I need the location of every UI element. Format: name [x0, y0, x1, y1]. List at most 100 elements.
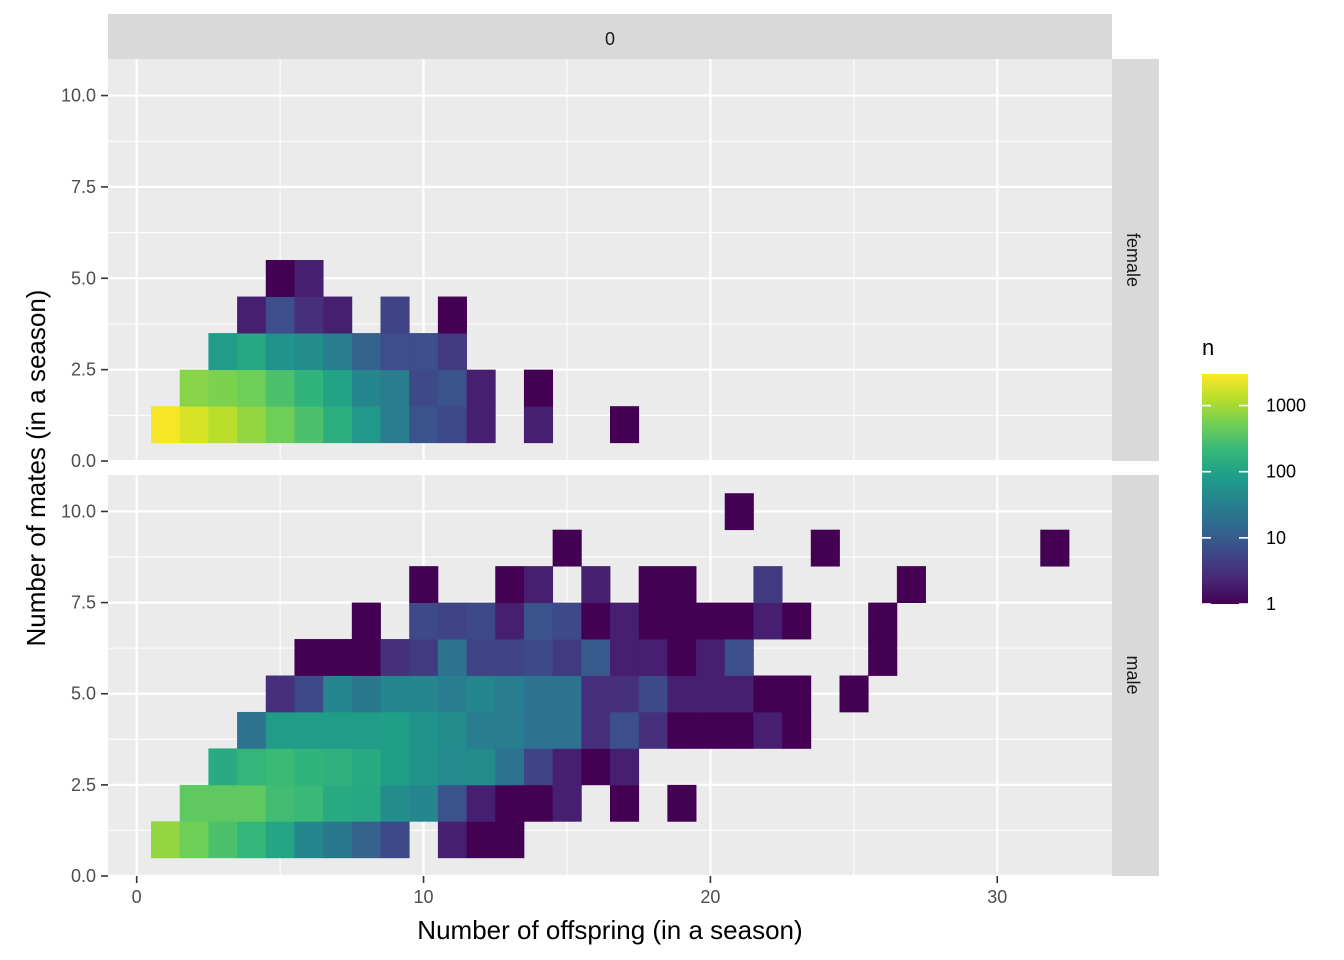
- heatmap-cell: [237, 406, 267, 444]
- heatmap-cell: [409, 711, 439, 749]
- heatmap-cell: [610, 406, 640, 444]
- row-strip-female-label: female: [1123, 233, 1143, 287]
- heatmap-cell: [351, 602, 381, 640]
- heatmap-cell: [437, 333, 467, 371]
- heatmap-cell: [265, 260, 295, 297]
- heatmap-cell: [896, 566, 926, 603]
- heatmap-cell: [409, 369, 439, 407]
- heatmap-cell: [753, 675, 783, 713]
- heatmap-cell: [495, 784, 525, 822]
- heatmap-cell: [552, 602, 582, 640]
- heatmap-cell: [724, 602, 754, 640]
- y-tick-label: 10.0: [61, 501, 96, 521]
- heatmap-cell: [409, 566, 439, 603]
- heatmap-cell: [380, 333, 410, 371]
- heatmap-cell: [208, 821, 238, 859]
- heatmap-cell: [265, 784, 295, 822]
- heatmap-cell: [237, 748, 267, 786]
- heatmap-cell: [323, 784, 353, 822]
- heatmap-cell: [523, 711, 554, 749]
- heatmap-cell: [552, 529, 582, 567]
- heatmap-cell: [294, 369, 324, 407]
- row-strip-male-background: [1112, 475, 1159, 876]
- column-strip: 0: [108, 14, 1112, 59]
- heatmap-cell: [265, 748, 295, 786]
- heatmap-cell: [323, 296, 353, 334]
- heatmap-cell: [552, 639, 582, 676]
- heatmap-cell: [667, 675, 697, 713]
- heatmap-cell: [380, 406, 410, 444]
- heatmap-cell: [294, 296, 324, 334]
- x-axis: 0 10 20 30: [132, 876, 1007, 907]
- heatmap-cell: [523, 784, 554, 822]
- heatmap-cell: [753, 602, 783, 640]
- heatmap-cell: [523, 675, 554, 713]
- row-strip-male: male: [1112, 475, 1159, 876]
- heatmap-cell: [724, 711, 754, 749]
- heatmap-cell: [294, 406, 324, 444]
- heatmap-cell: [495, 639, 525, 676]
- heatmap-cell: [610, 639, 640, 676]
- heatmap-cell: [323, 748, 353, 786]
- heatmap-cell: [323, 369, 353, 407]
- heatmap-cell: [667, 602, 697, 640]
- heatmap-cell: [351, 711, 381, 749]
- heatmap-cell: [437, 602, 467, 640]
- heatmap-cell: [466, 602, 496, 640]
- heatmap-cell: [552, 675, 582, 713]
- column-strip-background: [108, 14, 1112, 59]
- heatmap-cell: [495, 711, 525, 749]
- heatmap-cell: [208, 406, 238, 444]
- heatmap-cell: [265, 675, 295, 713]
- heatmap-cell: [294, 675, 324, 713]
- heatmap-cell: [409, 602, 439, 640]
- legend-ticks: 1 10 100 1000: [1202, 396, 1306, 614]
- heatmap-cell: [409, 639, 439, 676]
- heatmap-cell: [237, 821, 267, 859]
- x-tick-label: 30: [987, 887, 1007, 907]
- heatmap-cell: [782, 602, 812, 640]
- heatmap-cell: [237, 333, 267, 371]
- heatmap-cell: [581, 566, 611, 603]
- heatmap-cell: [667, 566, 697, 603]
- heatmap-cell: [380, 675, 410, 713]
- heatmap-cell: [437, 296, 467, 334]
- heatmap-cell: [437, 748, 467, 786]
- heatmap-cell: [696, 639, 726, 676]
- heatmap-cell: [437, 784, 467, 822]
- heatmap-cell: [696, 675, 726, 713]
- heatmap-cell: [610, 748, 640, 786]
- row-strip-female: female: [1112, 59, 1159, 461]
- heatmap-cell: [437, 639, 467, 676]
- heatmap-cell: [265, 333, 295, 371]
- heatmap-cell: [466, 784, 496, 822]
- heatmap-cell: [351, 639, 381, 676]
- heatmap-cell: [351, 406, 381, 444]
- heatmap-cell: [437, 711, 467, 749]
- heatmap-cell: [868, 639, 898, 676]
- heatmap-cell: [294, 711, 324, 749]
- heatmap-cell: [810, 529, 840, 567]
- heatmap-cell: [380, 639, 410, 676]
- column-strip-label: 0: [605, 29, 615, 49]
- heatmap-cell: [523, 602, 554, 640]
- legend-title: n: [1202, 335, 1214, 360]
- heatmap-cell: [466, 639, 496, 676]
- y-tick-label: 2.5: [71, 360, 96, 380]
- heatmap-cell: [380, 369, 410, 407]
- heatmap-cell: [724, 493, 754, 531]
- panel-female-cells: [151, 260, 640, 444]
- heatmap-cell: [409, 675, 439, 713]
- heatmap-cell: [868, 602, 898, 640]
- y-tick-label: 0.0: [71, 451, 96, 471]
- heatmap-cell: [409, 784, 439, 822]
- heatmap-cell: [294, 260, 324, 297]
- heatmap-cell: [237, 369, 267, 407]
- row-strip-female-background: [1112, 59, 1159, 461]
- heatmap-cell: [466, 748, 496, 786]
- heatmap-cell: [523, 748, 554, 786]
- heatmap-cell: [552, 748, 582, 786]
- heatmap-cell: [380, 784, 410, 822]
- heatmap-cell: [351, 333, 381, 371]
- heatmap-cell: [638, 675, 668, 713]
